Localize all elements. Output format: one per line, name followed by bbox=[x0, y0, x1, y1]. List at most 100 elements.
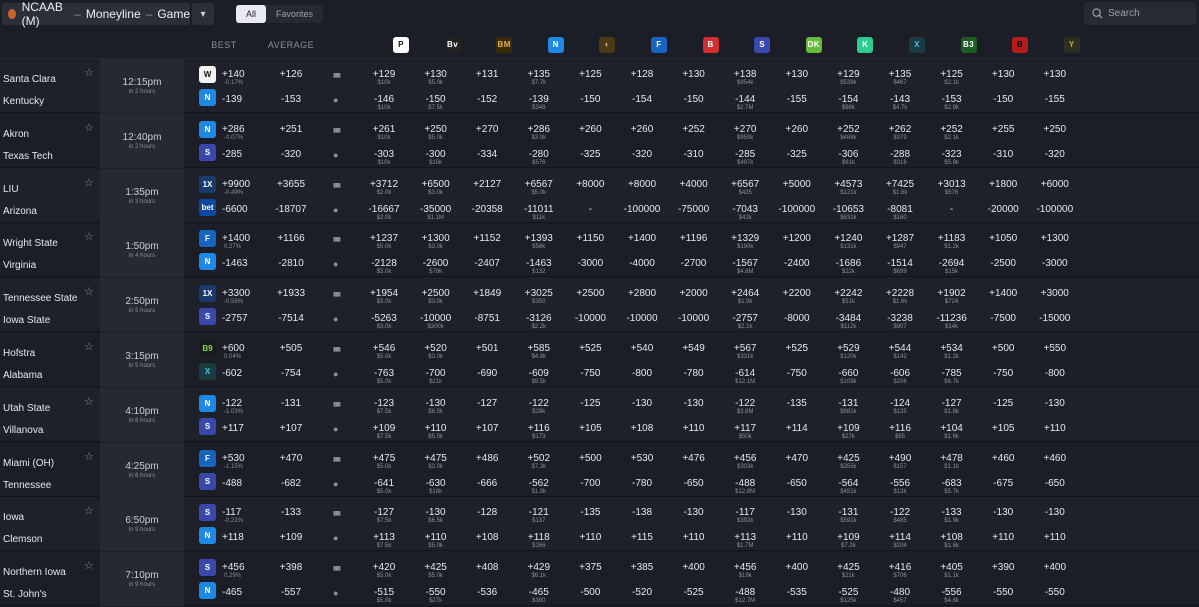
odds-cell[interactable]: +420 bbox=[372, 562, 396, 574]
best-book-logo-icon[interactable]: S bbox=[199, 504, 216, 522]
odds-cell[interactable]: +260 bbox=[785, 123, 809, 135]
odds-cell[interactable]: +1800 bbox=[989, 178, 1018, 190]
sportsbook-header[interactable]: Y bbox=[1046, 30, 1098, 59]
odds-cell[interactable]: -75000 bbox=[678, 203, 710, 215]
odds-cell[interactable]: +107 bbox=[475, 422, 499, 434]
odds-cell[interactable]: -500 bbox=[580, 587, 601, 599]
odds-cell[interactable]: +114 bbox=[889, 532, 911, 544]
odds-cell[interactable]: -130 bbox=[683, 397, 704, 409]
odds-cell[interactable]: -100000 bbox=[1036, 203, 1074, 215]
odds-cell[interactable]: +400 bbox=[1043, 562, 1067, 574]
best-odds-value[interactable]: -285 bbox=[222, 148, 243, 160]
best-book-logo-icon[interactable]: S bbox=[199, 143, 216, 161]
odds-cell[interactable]: +1400 bbox=[989, 288, 1018, 300]
odds-cell[interactable]: -127 bbox=[477, 397, 498, 409]
odds-cell[interactable]: -606 bbox=[889, 368, 910, 379]
odds-cell[interactable]: +250 bbox=[424, 123, 447, 135]
droplet-icon[interactable]: ● bbox=[333, 259, 339, 270]
odds-cell[interactable]: +252 bbox=[837, 123, 860, 135]
odds-cell[interactable]: -130 bbox=[993, 507, 1014, 519]
best-odds-value[interactable]: +117 bbox=[222, 422, 244, 434]
best-odds-value[interactable]: -6600 bbox=[222, 203, 248, 215]
team-name[interactable]: Kentucky bbox=[3, 96, 45, 107]
odds-cell[interactable]: -123 bbox=[373, 397, 394, 409]
odds-cell[interactable]: -135 bbox=[786, 397, 807, 409]
best-book-logo-icon[interactable]: W bbox=[199, 66, 216, 83]
odds-cell[interactable]: -800 bbox=[631, 368, 652, 379]
odds-cell[interactable]: +525 bbox=[579, 343, 602, 354]
odds-cell[interactable]: +2500 bbox=[421, 288, 450, 300]
odds-cell[interactable]: +585 bbox=[527, 343, 551, 354]
odds-cell[interactable]: -325 bbox=[580, 148, 601, 160]
odds-cell[interactable]: +1300 bbox=[1040, 233, 1069, 245]
odds-cell[interactable]: -2757 bbox=[732, 313, 758, 325]
best-book-logo-icon[interactable]: N bbox=[199, 394, 216, 412]
chart-icon[interactable]: ▮▮▮ bbox=[333, 401, 341, 408]
droplet-icon[interactable]: ● bbox=[333, 95, 339, 105]
odds-cell[interactable]: -780 bbox=[631, 477, 652, 489]
odds-cell[interactable]: -16667 bbox=[368, 203, 400, 215]
best-odds-value[interactable]: -602 bbox=[222, 368, 243, 379]
odds-cell[interactable]: -609 bbox=[528, 368, 549, 379]
best-book-logo-icon[interactable]: B9 bbox=[199, 340, 216, 357]
odds-cell[interactable]: +375 bbox=[579, 562, 602, 574]
team-name[interactable]: Hofstra bbox=[3, 348, 36, 359]
odds-cell[interactable]: -146 bbox=[373, 94, 394, 105]
odds-cell[interactable]: -683 bbox=[941, 477, 962, 489]
chart-icon[interactable]: ▮▮▮ bbox=[333, 347, 341, 353]
odds-cell[interactable]: +109 bbox=[837, 532, 860, 544]
odds-cell[interactable]: -155 bbox=[1044, 94, 1065, 105]
team-name[interactable]: Northern Iowa bbox=[3, 567, 66, 579]
odds-cell[interactable]: -10000 bbox=[574, 313, 606, 325]
chart-icon[interactable]: ▮▮▮ bbox=[333, 127, 341, 134]
best-odds-value[interactable]: +3300 bbox=[222, 288, 251, 300]
odds-cell[interactable]: -641 bbox=[373, 477, 394, 489]
odds-cell[interactable]: -780 bbox=[683, 368, 704, 379]
odds-cell[interactable]: -323 bbox=[941, 148, 962, 160]
odds-cell[interactable]: +567 bbox=[733, 343, 757, 354]
best-odds-value[interactable]: -117 bbox=[222, 507, 242, 519]
chart-icon[interactable]: ▮▮▮ bbox=[333, 292, 341, 299]
chart-icon[interactable]: ▮▮▮ bbox=[333, 73, 341, 79]
odds-cell[interactable]: +110 bbox=[424, 532, 447, 544]
odds-cell[interactable]: -100000 bbox=[778, 203, 816, 215]
odds-cell[interactable]: +540 bbox=[630, 343, 654, 354]
odds-cell[interactable]: +110 bbox=[1043, 422, 1066, 434]
team-name[interactable]: Alabama bbox=[3, 370, 43, 381]
odds-cell[interactable]: -135 bbox=[580, 507, 601, 519]
odds-cell[interactable]: -127 bbox=[941, 397, 962, 409]
odds-cell[interactable]: +6500 bbox=[421, 178, 450, 190]
best-book-logo-icon[interactable]: S bbox=[199, 472, 216, 490]
odds-cell[interactable]: +128 bbox=[630, 69, 654, 80]
team-name[interactable]: Santa Clara bbox=[3, 74, 56, 85]
odds-cell[interactable]: -2694 bbox=[938, 258, 965, 270]
odds-cell[interactable]: +3000 bbox=[1040, 288, 1069, 300]
odds-cell[interactable]: +130 bbox=[682, 69, 705, 80]
team-name[interactable]: Clemson bbox=[3, 534, 43, 546]
odds-cell[interactable]: +520 bbox=[424, 343, 447, 354]
odds-cell[interactable]: -143 bbox=[889, 94, 910, 105]
odds-cell[interactable]: -515 bbox=[373, 587, 394, 599]
odds-cell[interactable]: +1237 bbox=[369, 233, 399, 245]
odds-cell[interactable]: +2800 bbox=[627, 288, 657, 300]
odds-cell[interactable]: -155 bbox=[786, 94, 807, 105]
odds-cell[interactable]: -334 bbox=[477, 148, 498, 160]
odds-cell[interactable]: -139 bbox=[528, 94, 549, 105]
odds-cell[interactable]: -130 bbox=[786, 507, 807, 519]
odds-cell[interactable]: +3013 bbox=[937, 178, 966, 190]
odds-cell[interactable]: +138 bbox=[733, 69, 757, 80]
odds-cell[interactable]: +5000 bbox=[782, 178, 811, 190]
odds-cell[interactable]: +105 bbox=[991, 422, 1015, 434]
team-name[interactable]: Utah State bbox=[3, 402, 51, 414]
odds-cell[interactable]: +6567 bbox=[524, 178, 553, 190]
odds-cell[interactable]: -536 bbox=[477, 587, 498, 599]
odds-cell[interactable]: +1240 bbox=[834, 233, 863, 245]
odds-cell[interactable]: -285 bbox=[735, 148, 756, 160]
droplet-icon[interactable]: ● bbox=[333, 478, 339, 489]
best-book-logo-icon[interactable]: N bbox=[199, 527, 216, 545]
odds-cell[interactable]: -130 bbox=[631, 397, 652, 409]
odds-cell[interactable]: -3000 bbox=[577, 258, 604, 270]
odds-cell[interactable]: -150 bbox=[580, 94, 601, 105]
odds-cell[interactable]: +400 bbox=[682, 562, 705, 574]
odds-cell[interactable]: -10000 bbox=[420, 313, 452, 325]
